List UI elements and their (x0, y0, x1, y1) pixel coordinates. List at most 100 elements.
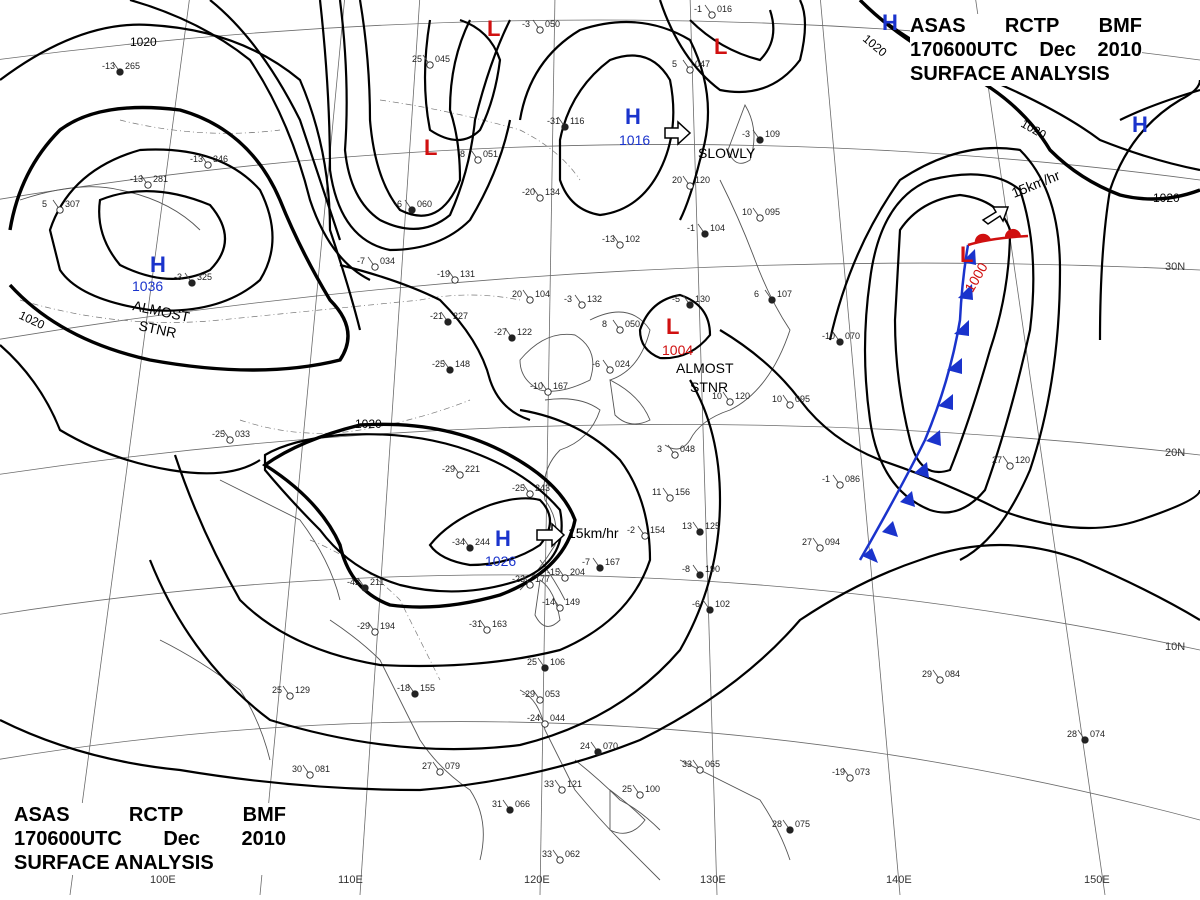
station-circle (606, 366, 614, 374)
station-temperature: -25 (512, 483, 525, 493)
station-plot: 086 -1 (822, 474, 860, 489)
station-temperature: -1 (694, 4, 702, 14)
station-plot: 070 24 (580, 741, 618, 756)
station-plot: 190 -8 (682, 564, 720, 579)
station-pressure: 094 (825, 537, 840, 547)
station-pressure: 120 (1015, 455, 1030, 465)
title-code: BMF (242, 804, 286, 826)
station-pressure: 167 (605, 557, 620, 567)
title-agency: ASAS (14, 804, 70, 826)
station-pressure: 149 (565, 597, 580, 607)
station-pressure: 156 (675, 487, 690, 497)
station-pressure: 024 (615, 359, 630, 369)
station-pressure: 074 (1090, 729, 1105, 739)
station-plot: 075 28 (772, 819, 810, 834)
station-temperature: -29 (442, 464, 455, 474)
station-plot: 125 13 (682, 521, 720, 536)
station-circle (466, 544, 474, 552)
station-temperature: -1 (822, 474, 830, 484)
lon-label: 130E (700, 874, 726, 886)
station-circle (671, 451, 679, 459)
station-circle (426, 61, 434, 69)
station-circle (936, 676, 944, 684)
station-temperature: 27 (422, 761, 432, 771)
station-temperature: -29 (522, 689, 535, 699)
longitude-grid (69, 0, 1106, 896)
station-temperature: -29 (357, 621, 370, 631)
station-plot: 265 -13 (102, 61, 140, 76)
station-circle (408, 206, 416, 214)
station-pressure: 227 (453, 311, 468, 321)
station-plot: 045 25 (412, 54, 450, 69)
station-temperature: -7 (582, 557, 590, 567)
station-pressure: 034 (380, 256, 395, 266)
station-temperature: 25 (527, 657, 537, 667)
station-temperature: -8 (682, 564, 690, 574)
station-circle (636, 791, 644, 799)
station-temperature: 33 (542, 849, 552, 859)
station-plot: 121 33 (544, 779, 582, 794)
station-temperature: -13 (130, 174, 143, 184)
isobars (0, 0, 1200, 792)
station-temperature: 10 (712, 391, 722, 401)
station-pressure: 129 (295, 685, 310, 695)
lat-label: 10N (1165, 641, 1185, 653)
station-pressure: 221 (465, 464, 480, 474)
station-circle (846, 774, 854, 782)
station-pressure: 211 (370, 577, 384, 587)
station-plot: 244 -34 (452, 537, 490, 552)
station-plot: 325 -3 (174, 272, 212, 287)
high-center-symbol: H (150, 252, 166, 277)
isobar-label: 1020 (355, 417, 382, 431)
station-plot: 050 -3 (522, 19, 560, 34)
station-circle (836, 481, 844, 489)
station-plot: 081 30 (292, 764, 330, 779)
station-plot: 053 -29 (522, 689, 560, 704)
station-circle (686, 301, 694, 309)
station-pressure: 132 (587, 294, 602, 304)
title-line-3: SURFACE ANALYSIS (14, 852, 214, 874)
station-circle (701, 230, 709, 238)
station-temperature: 8 (460, 149, 465, 159)
station-pressure: 120 (695, 175, 710, 185)
station-circle (786, 826, 794, 834)
station-circle (786, 401, 794, 409)
station-pressure: 104 (535, 289, 550, 299)
low-center-symbol: L (714, 34, 727, 59)
station-plot: 033 -25 (212, 429, 250, 444)
station-plot: 034 -7 (357, 256, 395, 271)
title-line-2: 170600UTC Dec 2010 (910, 38, 1142, 62)
station-pressure: 109 (765, 129, 780, 139)
station-plot: 120 20 (672, 175, 710, 190)
station-temperature: -42 (347, 577, 360, 587)
station-plot: 100 25 (622, 784, 660, 799)
station-circle (361, 584, 369, 592)
movement-arrows (536, 120, 1010, 548)
station-plot: 243 -25 (512, 483, 550, 498)
station-circle (561, 574, 569, 582)
station-plot: 106 25 (527, 657, 565, 672)
station-pressure: 307 (65, 199, 80, 209)
movement-label: STNR (137, 317, 178, 341)
high-center-value: 1016 (619, 132, 650, 148)
station-plot: 131 -19 (437, 269, 475, 284)
station-temperature: -14 (542, 597, 555, 607)
station-temperature: -19 (437, 269, 450, 279)
station-plot: 070 -10 (822, 331, 860, 346)
station-plot: 221 -29 (442, 464, 480, 479)
station-circle (836, 338, 844, 346)
station-plot: 044 -24 (527, 713, 565, 728)
station-circle (556, 856, 564, 864)
station-pressure: 102 (625, 234, 640, 244)
station-pressure: 204 (570, 567, 585, 577)
station-circle (561, 123, 569, 131)
station-pressure: 084 (945, 669, 960, 679)
station-plot: 132 -3 (564, 294, 602, 309)
station-circle (411, 690, 419, 698)
station-plot: 104 -1 (687, 223, 725, 238)
station-pressure: 045 (435, 54, 450, 64)
lon-label: 120E (524, 874, 550, 886)
station-pressure: 047 (695, 59, 710, 69)
station-plot: 346 -13 (190, 154, 228, 169)
station-pressure: 154 (650, 525, 665, 535)
